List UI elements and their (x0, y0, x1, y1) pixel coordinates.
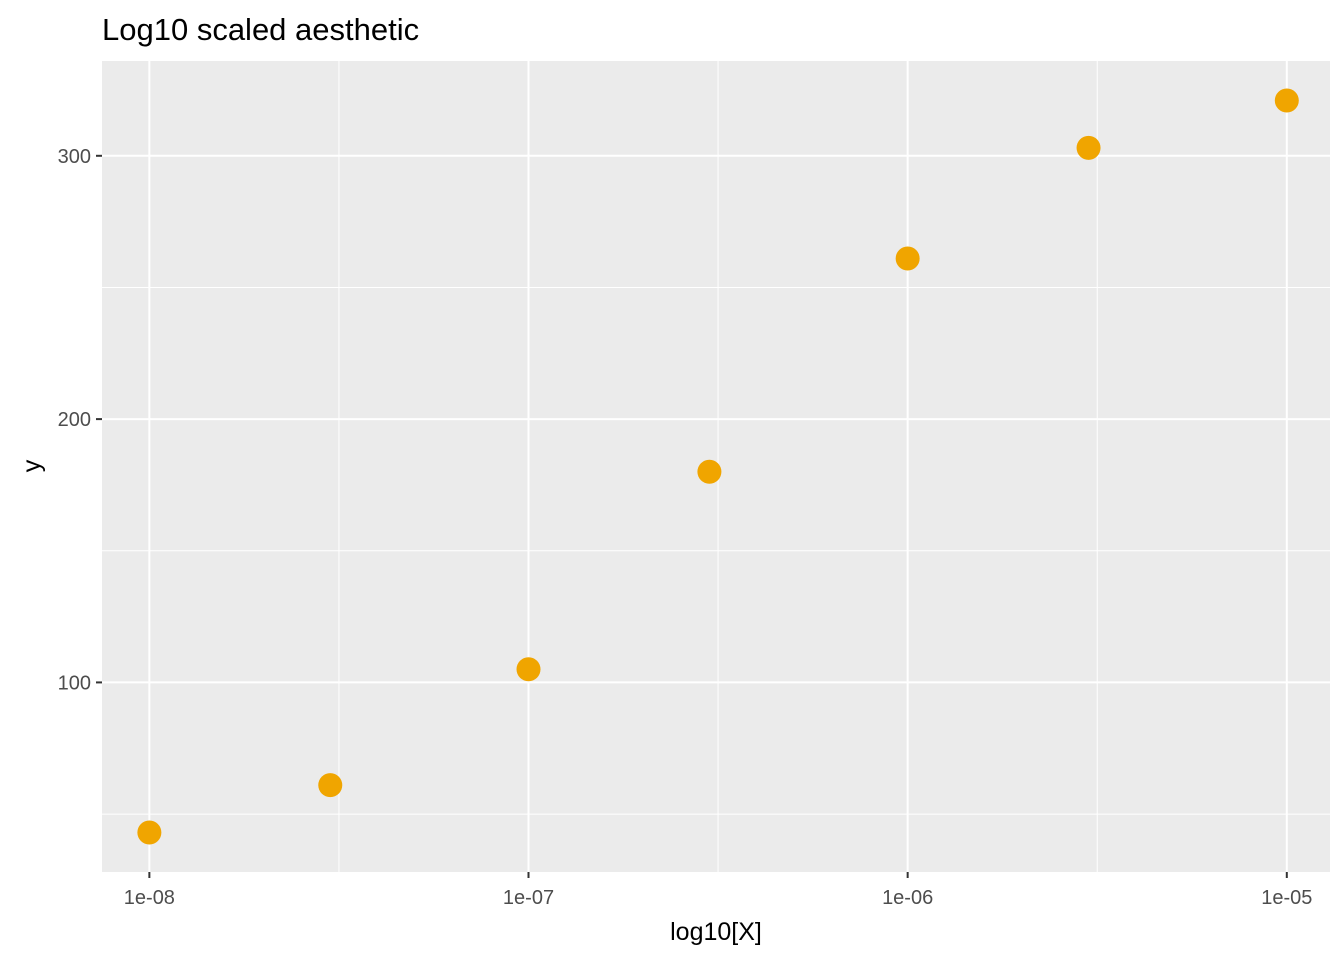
y-tick-label: 300 (58, 146, 91, 168)
data-point (516, 657, 541, 682)
x-axis-title: log10[X] (670, 918, 762, 946)
data-point (137, 820, 162, 845)
data-points (137, 88, 1299, 845)
data-point (1076, 135, 1101, 160)
y-axis-title: y (18, 459, 46, 472)
x-tick-label: 1e-08 (124, 887, 175, 909)
data-point (318, 773, 343, 798)
chart-title: Log10 scaled aesthetic (102, 12, 419, 47)
y-tick-label: 200 (58, 409, 91, 431)
x-tick-label: 1e-05 (1261, 887, 1312, 909)
data-point (697, 459, 722, 484)
x-tick-label: 1e-07 (503, 887, 554, 909)
y-tick-label: 100 (58, 672, 91, 694)
y-tick-labels: 100 200 300 (58, 146, 91, 695)
x-tick-labels: 1e-08 1e-07 1e-06 1e-05 (124, 887, 1313, 909)
x-tick-label: 1e-06 (882, 887, 933, 909)
data-point (895, 246, 920, 271)
data-point (1274, 88, 1299, 113)
major-gridlines (102, 61, 1330, 872)
axis-ticks (96, 154, 1288, 878)
